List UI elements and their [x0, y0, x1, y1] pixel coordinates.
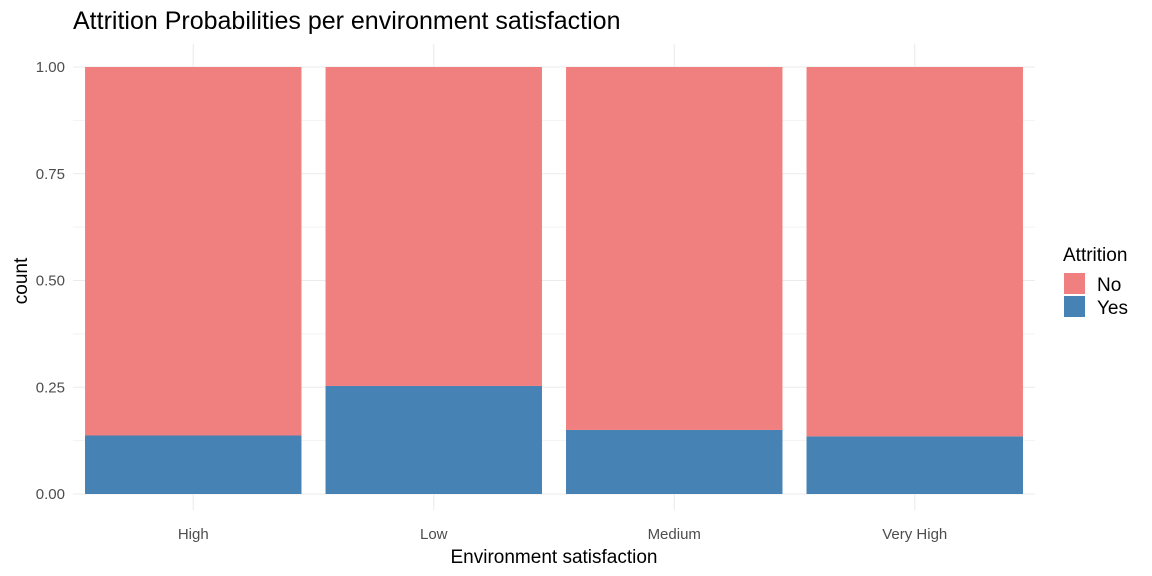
bar-no-medium — [566, 67, 783, 430]
bar-yes-low — [325, 385, 542, 494]
legend-label-yes: Yes — [1097, 298, 1128, 319]
x-tick-label: Medium — [648, 526, 701, 543]
y-tick-label: 0.75 — [36, 166, 65, 183]
y-tick-label: 1.00 — [36, 59, 65, 76]
legend-swatch-yes — [1064, 296, 1085, 317]
bar-yes-high — [85, 435, 302, 494]
x-tick-labels: High Low Medium Very High — [178, 526, 947, 543]
bar-no-low — [325, 67, 542, 386]
legend-swatch-no — [1064, 273, 1085, 294]
y-tick-label: 0.25 — [36, 379, 65, 396]
x-tick-label: Very High — [882, 526, 947, 543]
y-axis-title: count — [11, 257, 32, 304]
bar-yes-very-high — [806, 436, 1023, 494]
x-tick-label: High — [178, 526, 209, 543]
bar-yes-medium — [566, 429, 783, 494]
bar-no-very-high — [806, 67, 1023, 437]
legend-title: Attrition — [1063, 245, 1127, 266]
y-tick-labels: 0.00 0.25 0.50 0.75 1.00 — [36, 59, 65, 503]
y-tick-label: 0.50 — [36, 273, 65, 290]
bars — [85, 67, 1023, 494]
y-tick-label: 0.00 — [36, 486, 65, 503]
chart-title: Attrition Probabilities per environment … — [73, 7, 621, 35]
x-tick-label: Low — [420, 526, 448, 543]
legend-label-no: No — [1097, 275, 1121, 296]
x-axis-title: Environment satisfaction — [451, 547, 658, 568]
bar-no-high — [85, 67, 302, 436]
